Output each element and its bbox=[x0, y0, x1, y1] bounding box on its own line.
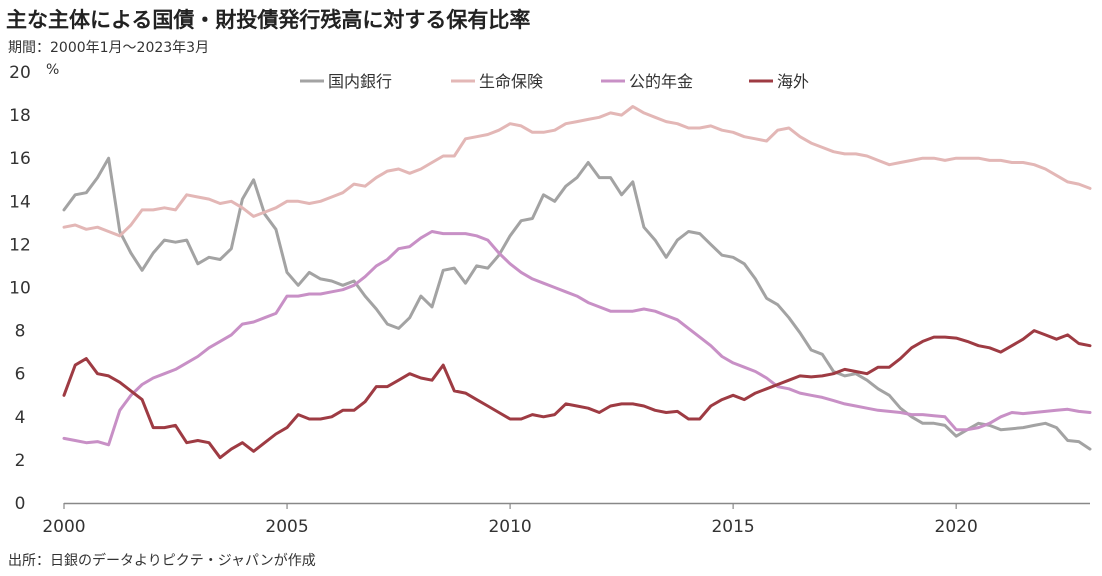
y-tick-label: 14 bbox=[9, 192, 31, 212]
x-tick-label: 2000 bbox=[42, 517, 85, 537]
x-tick-label: 2015 bbox=[711, 517, 754, 537]
legend-item-public-pension: 公的年金 bbox=[601, 72, 693, 91]
series-line-public-pension bbox=[62, 230, 1092, 447]
y-tick-label: 16 bbox=[9, 149, 31, 169]
y-tick-label: 12 bbox=[9, 235, 31, 255]
legend-label: 海外 bbox=[777, 72, 809, 91]
legend-item-overseas: 海外 bbox=[749, 72, 809, 91]
y-tick-label: 0 bbox=[15, 494, 26, 514]
y-tick-label: 8 bbox=[15, 322, 26, 342]
legend-label: 国内銀行 bbox=[328, 72, 392, 91]
x-tick-label: 2005 bbox=[265, 517, 308, 537]
series-line-domestic-banks bbox=[62, 156, 1092, 451]
series-line-overseas bbox=[62, 329, 1092, 460]
chart-subtitle: 期間：2000年1月～2023年3月 bbox=[8, 40, 210, 56]
legend-item-life-insurance: 生命保険 bbox=[451, 72, 543, 91]
y-tick-label: 20 bbox=[9, 63, 31, 83]
y-axis-unit: % bbox=[46, 62, 60, 78]
legend-label: 生命保険 bbox=[479, 72, 543, 91]
legend: 国内銀行 生命保険 公的年金 海外 bbox=[300, 72, 809, 91]
y-tick-labels: 0 2 4 6 8 10 12 14 16 18 20 bbox=[9, 63, 31, 514]
series-lines bbox=[62, 105, 1092, 460]
y-tick-label: 10 bbox=[9, 279, 31, 299]
chart-title: 主な主体による国債・財投債発行残高に対する保有比率 bbox=[6, 8, 531, 32]
y-tick-label: 6 bbox=[15, 365, 26, 385]
x-tick-label: 2010 bbox=[488, 517, 531, 537]
y-tick-label: 4 bbox=[15, 408, 26, 428]
legend-label: 公的年金 bbox=[629, 72, 693, 91]
x-tick-label: 2020 bbox=[935, 517, 978, 537]
legend-item-domestic-banks: 国内銀行 bbox=[300, 72, 392, 91]
y-tick-label: 18 bbox=[9, 106, 31, 126]
chart-source: 出所：日銀のデータよりピクテ・ジャパンが作成 bbox=[8, 553, 316, 569]
series-line-life-insurance bbox=[62, 105, 1092, 238]
y-tick-label: 2 bbox=[15, 451, 26, 471]
x-tick-labels: 2000 2005 2010 2015 2020 bbox=[42, 503, 978, 537]
